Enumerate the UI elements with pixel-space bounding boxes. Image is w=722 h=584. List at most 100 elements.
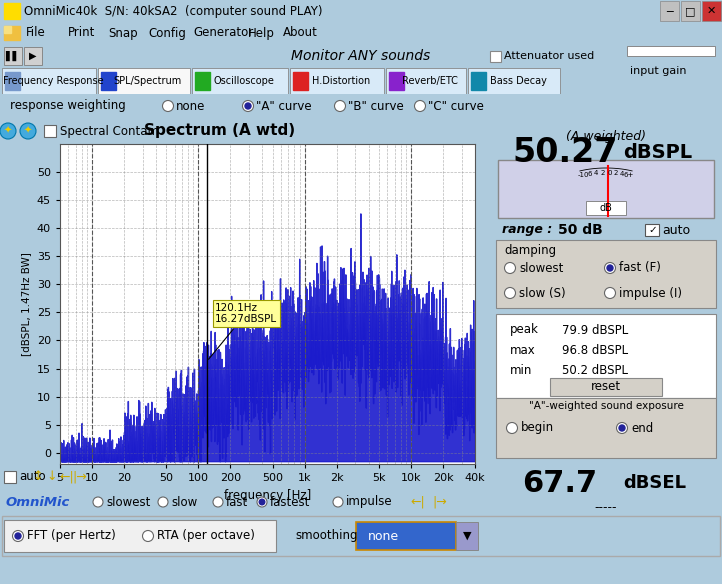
Text: File: File (26, 26, 45, 40)
Text: RTA (per octave): RTA (per octave) (157, 530, 255, 543)
Text: ←|: ←| (60, 471, 74, 484)
Text: Oscilloscope: Oscilloscope (214, 76, 274, 86)
Text: ↓: ↓ (47, 471, 57, 484)
Text: input gain: input gain (630, 66, 687, 76)
Text: slowest: slowest (106, 495, 150, 509)
Bar (681, 1, 700, 21)
Text: 6: 6 (588, 171, 592, 177)
Bar (44, 125, 56, 137)
Circle shape (505, 262, 516, 273)
Circle shape (414, 100, 425, 112)
Text: ✦: ✦ (4, 126, 12, 136)
Bar (468, 68, 560, 94)
Text: 2: 2 (614, 171, 618, 176)
Circle shape (619, 425, 625, 431)
Text: ▌▌: ▌▌ (6, 51, 20, 61)
Bar (290, 68, 384, 94)
Text: damping: damping (504, 244, 556, 257)
Bar (5, 72, 20, 90)
Text: min: min (510, 363, 532, 377)
Text: Help: Help (248, 26, 275, 40)
Circle shape (607, 265, 613, 271)
Text: ←|: ←| (411, 495, 425, 509)
Text: 120.1Hz
16.27dBSPL: 120.1Hz 16.27dBSPL (209, 303, 277, 359)
Bar (2, 68, 96, 94)
Bar (498, 160, 714, 218)
Bar (24, 47, 42, 65)
Text: begin: begin (521, 422, 554, 434)
Bar (293, 72, 308, 90)
Text: Spectral Contam: Spectral Contam (60, 124, 159, 137)
Text: 67.7: 67.7 (523, 468, 598, 498)
Text: max: max (510, 343, 536, 356)
Text: □: □ (685, 6, 696, 16)
Circle shape (334, 100, 346, 112)
Bar (192, 68, 288, 94)
Text: impulse (I): impulse (I) (619, 287, 682, 300)
Circle shape (0, 123, 16, 139)
Bar (702, 1, 721, 21)
Circle shape (243, 100, 253, 112)
Text: Frequency Response: Frequency Response (3, 76, 103, 86)
Text: end: end (631, 422, 653, 434)
Circle shape (617, 422, 627, 433)
Text: smoothing: smoothing (295, 530, 357, 543)
Bar (101, 72, 116, 90)
Text: Reverb/ETC: Reverb/ETC (402, 76, 458, 86)
Bar (98, 68, 190, 94)
Bar (496, 398, 716, 458)
Circle shape (12, 530, 24, 541)
Text: 96.8 dBSPL: 96.8 dBSPL (562, 343, 628, 356)
Text: 0: 0 (607, 170, 612, 176)
X-axis label: frequency [Hz]: frequency [Hz] (224, 489, 311, 502)
Text: none: none (176, 99, 205, 113)
Text: |→: |→ (73, 471, 87, 484)
Text: response weighting: response weighting (10, 99, 126, 113)
Text: slowest: slowest (519, 262, 563, 274)
Circle shape (15, 533, 21, 539)
Text: fastest: fastest (270, 495, 310, 509)
Bar (550, 378, 662, 396)
Text: 4: 4 (594, 171, 599, 176)
Text: 50.27: 50.27 (512, 137, 618, 169)
Text: range :: range : (502, 224, 552, 237)
Text: Spectrum (A wtd): Spectrum (A wtd) (144, 123, 295, 138)
Circle shape (142, 530, 154, 541)
Text: SPL/Spectrum: SPL/Spectrum (114, 76, 182, 86)
Text: "A"-weighted sound exposure: "A"-weighted sound exposure (529, 401, 684, 411)
Text: H.Distortion: H.Distortion (312, 76, 370, 86)
Bar (586, 201, 626, 215)
Bar (490, 51, 501, 62)
Text: dB: dB (599, 203, 612, 213)
Bar (195, 72, 210, 90)
Circle shape (333, 497, 343, 507)
Bar (456, 522, 478, 550)
Circle shape (213, 497, 223, 507)
Text: auto: auto (662, 224, 690, 237)
Circle shape (507, 422, 518, 433)
Bar (645, 224, 659, 236)
Bar (660, 1, 679, 21)
Text: none: none (368, 530, 399, 543)
Text: OmniMic40k  S/N: 40kSA2  (computer sound PLAY): OmniMic40k S/N: 40kSA2 (computer sound P… (24, 5, 323, 18)
Text: reset: reset (591, 381, 621, 394)
Bar (496, 240, 716, 308)
Bar (496, 314, 716, 398)
Text: Snap: Snap (108, 26, 138, 40)
Text: -----: ----- (595, 502, 617, 515)
Text: ✦: ✦ (24, 126, 32, 136)
Bar (627, 46, 715, 56)
Text: |→: |→ (432, 495, 448, 509)
Circle shape (259, 499, 265, 505)
Circle shape (93, 497, 103, 507)
Text: fast (F): fast (F) (619, 262, 661, 274)
Bar (4, 3, 20, 19)
Text: "B" curve: "B" curve (348, 99, 404, 113)
Text: FFT (per Hertz): FFT (per Hertz) (27, 530, 116, 543)
Text: peak: peak (510, 324, 539, 336)
Text: 2: 2 (601, 170, 605, 176)
Circle shape (158, 497, 168, 507)
Text: dBSPL: dBSPL (623, 144, 692, 162)
Text: Attenuator used: Attenuator used (504, 51, 594, 61)
Text: 50 dB: 50 dB (558, 223, 603, 237)
